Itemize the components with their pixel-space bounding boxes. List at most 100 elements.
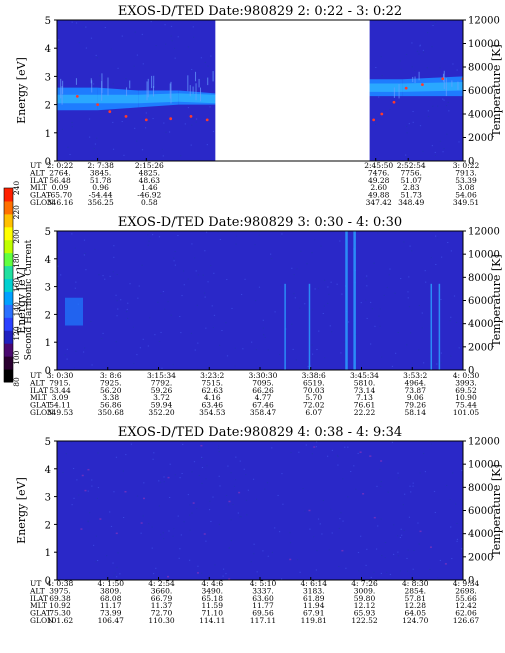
noise-pixel bbox=[102, 332, 104, 334]
noise-pixel bbox=[232, 504, 234, 506]
noise-pixel bbox=[366, 548, 368, 550]
energy-band-streak bbox=[153, 86, 155, 97]
noise-pixel bbox=[142, 515, 144, 517]
noise-pixel bbox=[200, 57, 202, 59]
noise-pixel bbox=[327, 455, 329, 457]
noise-pixel bbox=[201, 456, 203, 458]
ephemeris-value: 63.60 bbox=[252, 594, 274, 603]
sparse-point bbox=[81, 474, 84, 477]
noise-pixel bbox=[453, 295, 456, 297]
ephemeris-row-label: ILAT bbox=[30, 176, 48, 185]
noise-pixel bbox=[365, 278, 367, 280]
noise-pixel bbox=[189, 559, 191, 561]
noise-pixel bbox=[389, 109, 391, 111]
noise-pixel bbox=[112, 148, 115, 150]
noise-pixel bbox=[418, 305, 420, 307]
noise-pixel bbox=[95, 561, 97, 563]
noise-pixel bbox=[451, 558, 453, 560]
noise-pixel bbox=[75, 22, 78, 24]
energy-band-streak bbox=[451, 80, 453, 87]
noise-pixel bbox=[211, 305, 213, 307]
noise-pixel bbox=[347, 446, 349, 448]
noise-pixel bbox=[315, 446, 318, 448]
noise-pixel bbox=[231, 307, 233, 309]
noise-pixel bbox=[151, 547, 153, 549]
noise-pixel bbox=[357, 452, 359, 454]
ephemeris-value: 3: 8:6 bbox=[100, 371, 122, 380]
y2-tick-label: 0 bbox=[468, 157, 474, 168]
noise-pixel bbox=[339, 240, 341, 242]
ephemeris-value: -65.70 bbox=[48, 191, 72, 200]
noise-pixel bbox=[380, 485, 382, 487]
noise-pixel bbox=[170, 314, 172, 316]
y2-tick-label: 10000 bbox=[468, 250, 500, 261]
noise-pixel bbox=[329, 325, 331, 327]
ephemeris-value: 7925. bbox=[100, 378, 121, 387]
noise-pixel bbox=[342, 520, 344, 522]
noise-pixel bbox=[375, 548, 378, 550]
noise-pixel bbox=[427, 115, 430, 117]
ephemeris-value: 348.49 bbox=[398, 198, 424, 207]
noise-pixel bbox=[102, 275, 104, 277]
noise-pixel bbox=[168, 131, 171, 133]
energy-band-streak bbox=[443, 70, 445, 89]
noise-pixel bbox=[126, 311, 128, 313]
noise-pixel bbox=[187, 278, 189, 280]
energy-band-core bbox=[57, 94, 98, 104]
noise-pixel bbox=[89, 136, 91, 138]
noise-pixel bbox=[246, 514, 248, 516]
noise-pixel bbox=[96, 497, 99, 499]
noise-pixel bbox=[262, 550, 264, 552]
ephemeris-row-label: ILAT bbox=[30, 386, 48, 395]
noise-pixel bbox=[379, 468, 381, 470]
temperature-point bbox=[144, 118, 148, 122]
colorbar: 80 100 120 140 160 180 200 220 240 Second Harmoni… bbox=[3, 181, 34, 387]
spike-mark bbox=[430, 283, 433, 370]
noise-pixel bbox=[182, 270, 185, 272]
noise-pixel bbox=[139, 347, 142, 349]
noise-pixel bbox=[87, 520, 89, 522]
ephemeris-value: 7915. bbox=[49, 378, 70, 387]
noise-pixel bbox=[158, 340, 161, 342]
noise-pixel bbox=[191, 512, 193, 514]
ephemeris-row-label: GLON bbox=[30, 408, 54, 417]
noise-pixel bbox=[154, 334, 156, 336]
energy-band-streak bbox=[60, 78, 62, 99]
noise-pixel bbox=[110, 525, 113, 527]
noise-pixel bbox=[409, 485, 411, 487]
noise-pixel bbox=[95, 54, 97, 56]
noise-pixel bbox=[315, 569, 317, 571]
plot-area bbox=[57, 20, 463, 161]
y2-tick-label: 0 bbox=[468, 366, 474, 377]
energy-band-streak bbox=[445, 78, 447, 97]
noise-pixel bbox=[163, 538, 165, 540]
noise-pixel bbox=[403, 241, 405, 243]
y-axis-label: Energy [eV] bbox=[15, 57, 28, 124]
sparse-point bbox=[192, 502, 195, 504]
noise-pixel bbox=[174, 251, 176, 253]
ephemeris-value: 53.44 bbox=[49, 386, 71, 395]
sparse-point bbox=[419, 530, 422, 533]
noise-pixel bbox=[123, 517, 125, 519]
noise-pixel bbox=[412, 568, 414, 570]
noise-pixel bbox=[311, 453, 313, 455]
sparse-point bbox=[124, 490, 127, 493]
ephemeris-value: 66.26 bbox=[252, 386, 274, 395]
temperature-point bbox=[205, 118, 209, 122]
noise-pixel bbox=[217, 447, 219, 449]
sparse-point bbox=[167, 575, 170, 578]
noise-pixel bbox=[443, 99, 445, 101]
sparse-point bbox=[429, 546, 432, 548]
noise-pixel bbox=[230, 519, 232, 521]
noise-pixel bbox=[116, 300, 118, 302]
noise-pixel bbox=[255, 349, 258, 351]
noise-pixel bbox=[418, 53, 420, 55]
noise-pixel bbox=[170, 35, 172, 37]
y2-tick-label: 2000 bbox=[468, 552, 493, 563]
ephemeris-value: 4: 0:38 bbox=[47, 579, 74, 588]
noise-pixel bbox=[251, 341, 253, 343]
noise-pixel bbox=[317, 518, 320, 520]
ephemeris-row-label: ALT bbox=[29, 378, 45, 387]
sparse-point bbox=[140, 522, 143, 524]
noise-pixel bbox=[450, 250, 453, 252]
